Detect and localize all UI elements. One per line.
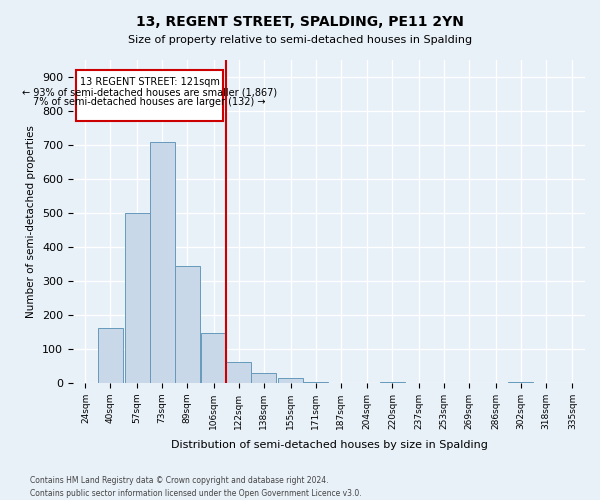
Text: 13, REGENT STREET, SPALDING, PE11 2YN: 13, REGENT STREET, SPALDING, PE11 2YN xyxy=(136,15,464,29)
Bar xyxy=(303,382,328,383)
Bar xyxy=(251,372,277,383)
Bar xyxy=(98,328,123,383)
Text: 7% of semi-detached houses are larger (132) →: 7% of semi-detached houses are larger (1… xyxy=(34,98,266,108)
FancyBboxPatch shape xyxy=(76,70,223,121)
X-axis label: Distribution of semi-detached houses by size in Spalding: Distribution of semi-detached houses by … xyxy=(170,440,487,450)
Bar xyxy=(125,213,149,383)
Bar xyxy=(149,142,175,383)
Y-axis label: Number of semi-detached properties: Number of semi-detached properties xyxy=(26,125,37,318)
Bar xyxy=(226,362,251,383)
Text: Contains HM Land Registry data © Crown copyright and database right 2024.: Contains HM Land Registry data © Crown c… xyxy=(30,476,329,485)
Text: ← 93% of semi-detached houses are smaller (1,867): ← 93% of semi-detached houses are smalle… xyxy=(22,87,277,97)
Bar xyxy=(278,378,303,383)
Bar xyxy=(202,332,226,383)
Text: Contains public sector information licensed under the Open Government Licence v3: Contains public sector information licen… xyxy=(30,488,362,498)
Bar xyxy=(175,266,200,383)
Text: Size of property relative to semi-detached houses in Spalding: Size of property relative to semi-detach… xyxy=(128,35,472,45)
Text: 13 REGENT STREET: 121sqm: 13 REGENT STREET: 121sqm xyxy=(80,77,220,87)
